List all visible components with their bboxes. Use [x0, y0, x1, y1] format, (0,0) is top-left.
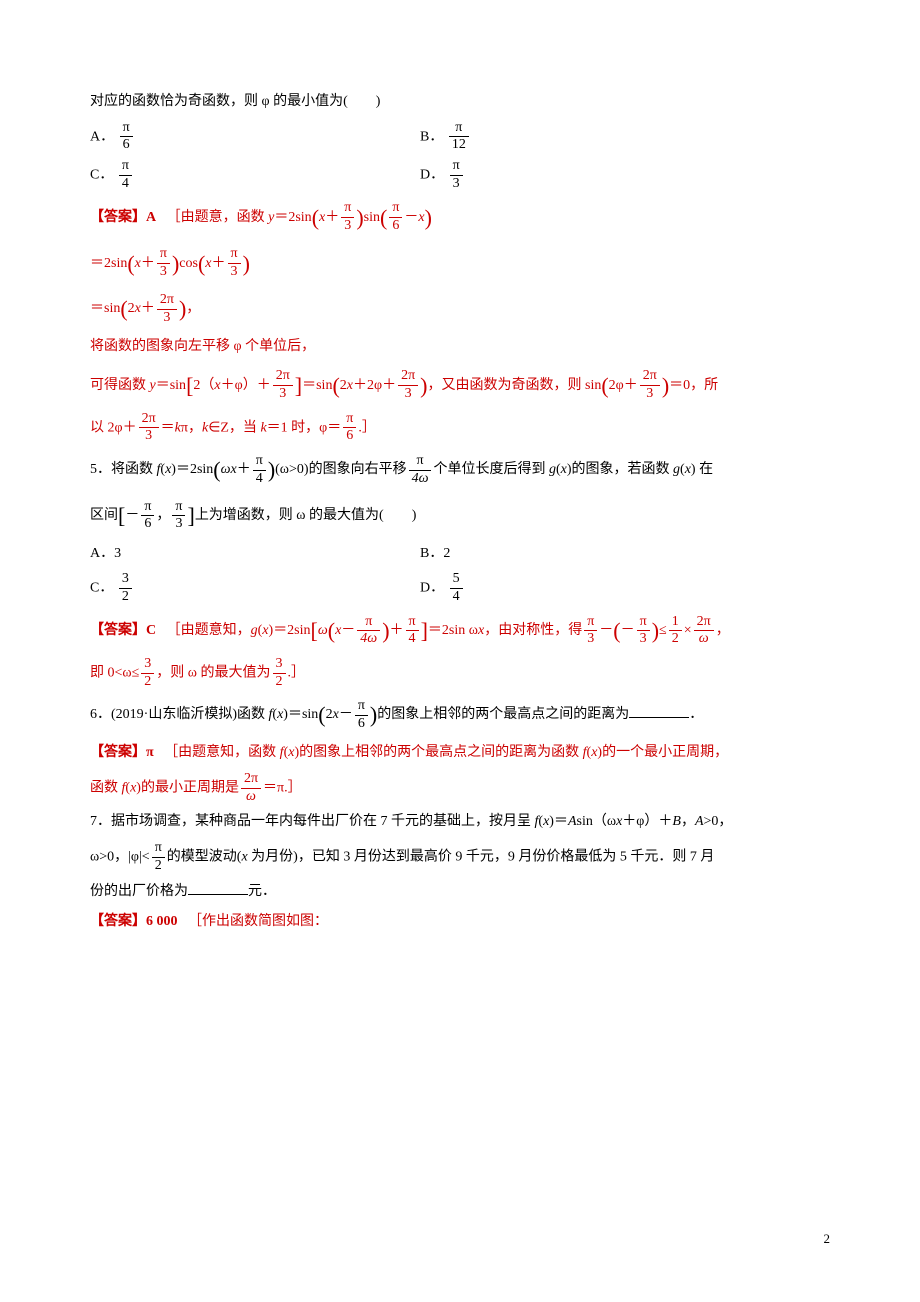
opt-a-frac: π 6 — [120, 120, 133, 155]
q4-stem: 对应的函数恰为奇函数，则 φ 的最小值为( ) — [90, 89, 830, 116]
opt-b-prefix: B． — [420, 129, 443, 144]
q7-answer-line1: 【答案】6 000 ［作出函数简图如图： — [90, 909, 830, 936]
blank-input — [188, 880, 248, 895]
answer-label: 【答案】C — [90, 623, 156, 638]
q7-line3: 份的出厂价格为元． — [90, 879, 830, 906]
opt-b-frac: π 12 — [449, 120, 469, 155]
opt-c-prefix: C． — [90, 168, 113, 183]
opt-d-prefix: D． — [420, 168, 444, 183]
opt-d-frac: π 3 — [450, 158, 463, 193]
q6-line1: 6．(2019·山东临沂模拟)函数 f(x)＝sin(2x－π6)的图象上相邻的… — [90, 694, 830, 736]
q4-answer-line1: 【答案】A ［由题意，函数 y＝2sin(x＋π3)sin(π6－x) — [90, 197, 830, 239]
q5-answer-line1: 【答案】C ［由题意知，g(x)＝2sin[ω(x－π4ω)＋π4]＝2sin … — [90, 610, 830, 652]
opt-d-prefix: D． — [420, 581, 444, 596]
opt-a-prefix: A． — [90, 129, 114, 144]
opt-c-prefix: C． — [90, 581, 113, 596]
q4-options-row2: C． π 4 D． π 3 — [90, 158, 830, 193]
opt-b: B．2 — [420, 541, 830, 568]
q4-answer-line2: ＝2sin(x＋π3)cos(x＋π3) — [90, 243, 830, 285]
opt-a: A．3 — [90, 541, 420, 568]
q5-answer-line2: 即 0<ω≤32，则 ω 的最大值为32.］ — [90, 656, 830, 691]
blank-input — [629, 703, 689, 718]
q4-answer-line4: 将函数的图象向左平移 φ 个单位后， — [90, 334, 830, 361]
q4-answer-line3: ＝sin(2x＋2π3)， — [90, 288, 830, 330]
q5-options-row1: A．3 B．2 — [90, 541, 830, 568]
q6-answer-line1: 【答案】π ［由题意知，函数 f(x)的图象上相邻的两个最高点之间的距离为函数 … — [90, 740, 830, 767]
q5-line1: 5．将函数 f(x)＝2sin(ωx＋π4)(ω>0)的图象向右平移π4ω个单位… — [90, 449, 830, 491]
opt-c-frac: 3 2 — [119, 571, 132, 606]
q6-answer-line2: 函数 f(x)的最小正周期是2πω＝π.］ — [90, 771, 830, 806]
answer-label: 【答案】π — [90, 745, 154, 760]
q4-answer-line6: 以 2φ＋2π3＝kπ，k∈Z，当 k＝1 时，φ＝π6.］ — [90, 411, 830, 446]
q7-line1: 7．据市场调查，某种商品一年内每件出厂价在 7 千元的基础上，按月呈 f(x)＝… — [90, 809, 830, 836]
q5-options-row2: C． 3 2 D． 5 4 — [90, 571, 830, 606]
answer-label: 【答案】A — [90, 210, 156, 225]
page-number: 2 — [824, 1227, 831, 1252]
q7-line2: ω>0，|φ|<π2的模型波动(x 为月份)，已知 3 月份达到最高价 9 千元… — [90, 840, 830, 875]
answer-label: 【答案】6 000 — [90, 914, 178, 929]
opt-d-frac: 5 4 — [450, 571, 463, 606]
q4-answer-line5: 可得函数 y＝sin[2（x＋φ）＋2π3]＝sin(2x＋2φ＋2π3)，又由… — [90, 365, 830, 407]
document-page: 对应的函数恰为奇函数，则 φ 的最小值为( ) A． π 6 B． π 12 C… — [0, 0, 920, 1302]
opt-c-frac: π 4 — [119, 158, 132, 193]
q5-line2: 区间[－π6，π3]上为增函数，则 ω 的最大值为( ) — [90, 495, 830, 537]
q4-options-row1: A． π 6 B． π 12 — [90, 120, 830, 155]
